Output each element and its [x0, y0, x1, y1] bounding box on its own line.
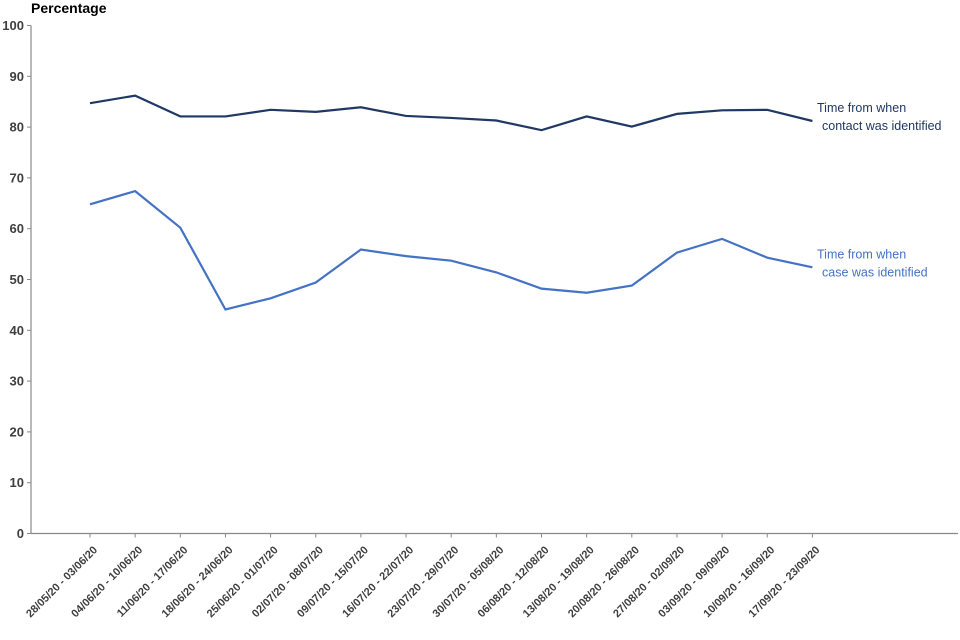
y-axis-ticks: 0 10 20 30 40 50 60 70 80 90 100 [2, 18, 31, 541]
series-label-line2: case was identified [822, 265, 928, 279]
series-lines [89, 94, 813, 311]
y-tick-label: 80 [10, 120, 24, 135]
y-tick-label: 60 [10, 221, 24, 236]
y-tick-label: 70 [10, 170, 24, 185]
y-tick-label: 50 [10, 272, 24, 287]
series-label-line2: contact was identified [822, 119, 942, 133]
y-tick-label: 90 [10, 69, 24, 84]
y-tick-label: 30 [10, 374, 24, 389]
y-tick-label: 100 [2, 18, 24, 33]
y-tick-label: 0 [17, 526, 24, 541]
series-labels: Time from when contact was identified Time… [817, 101, 942, 279]
series-line-case [89, 189, 813, 311]
y-axis-title: Percentage [31, 0, 107, 16]
series-line-contact [89, 94, 813, 132]
series-label-line1: Time from when [817, 101, 906, 115]
y-tick-label: 20 [10, 424, 24, 439]
y-tick-label: 40 [10, 323, 24, 338]
series-label-line1: Time from when [817, 247, 906, 261]
y-tick-label: 10 [10, 475, 24, 490]
